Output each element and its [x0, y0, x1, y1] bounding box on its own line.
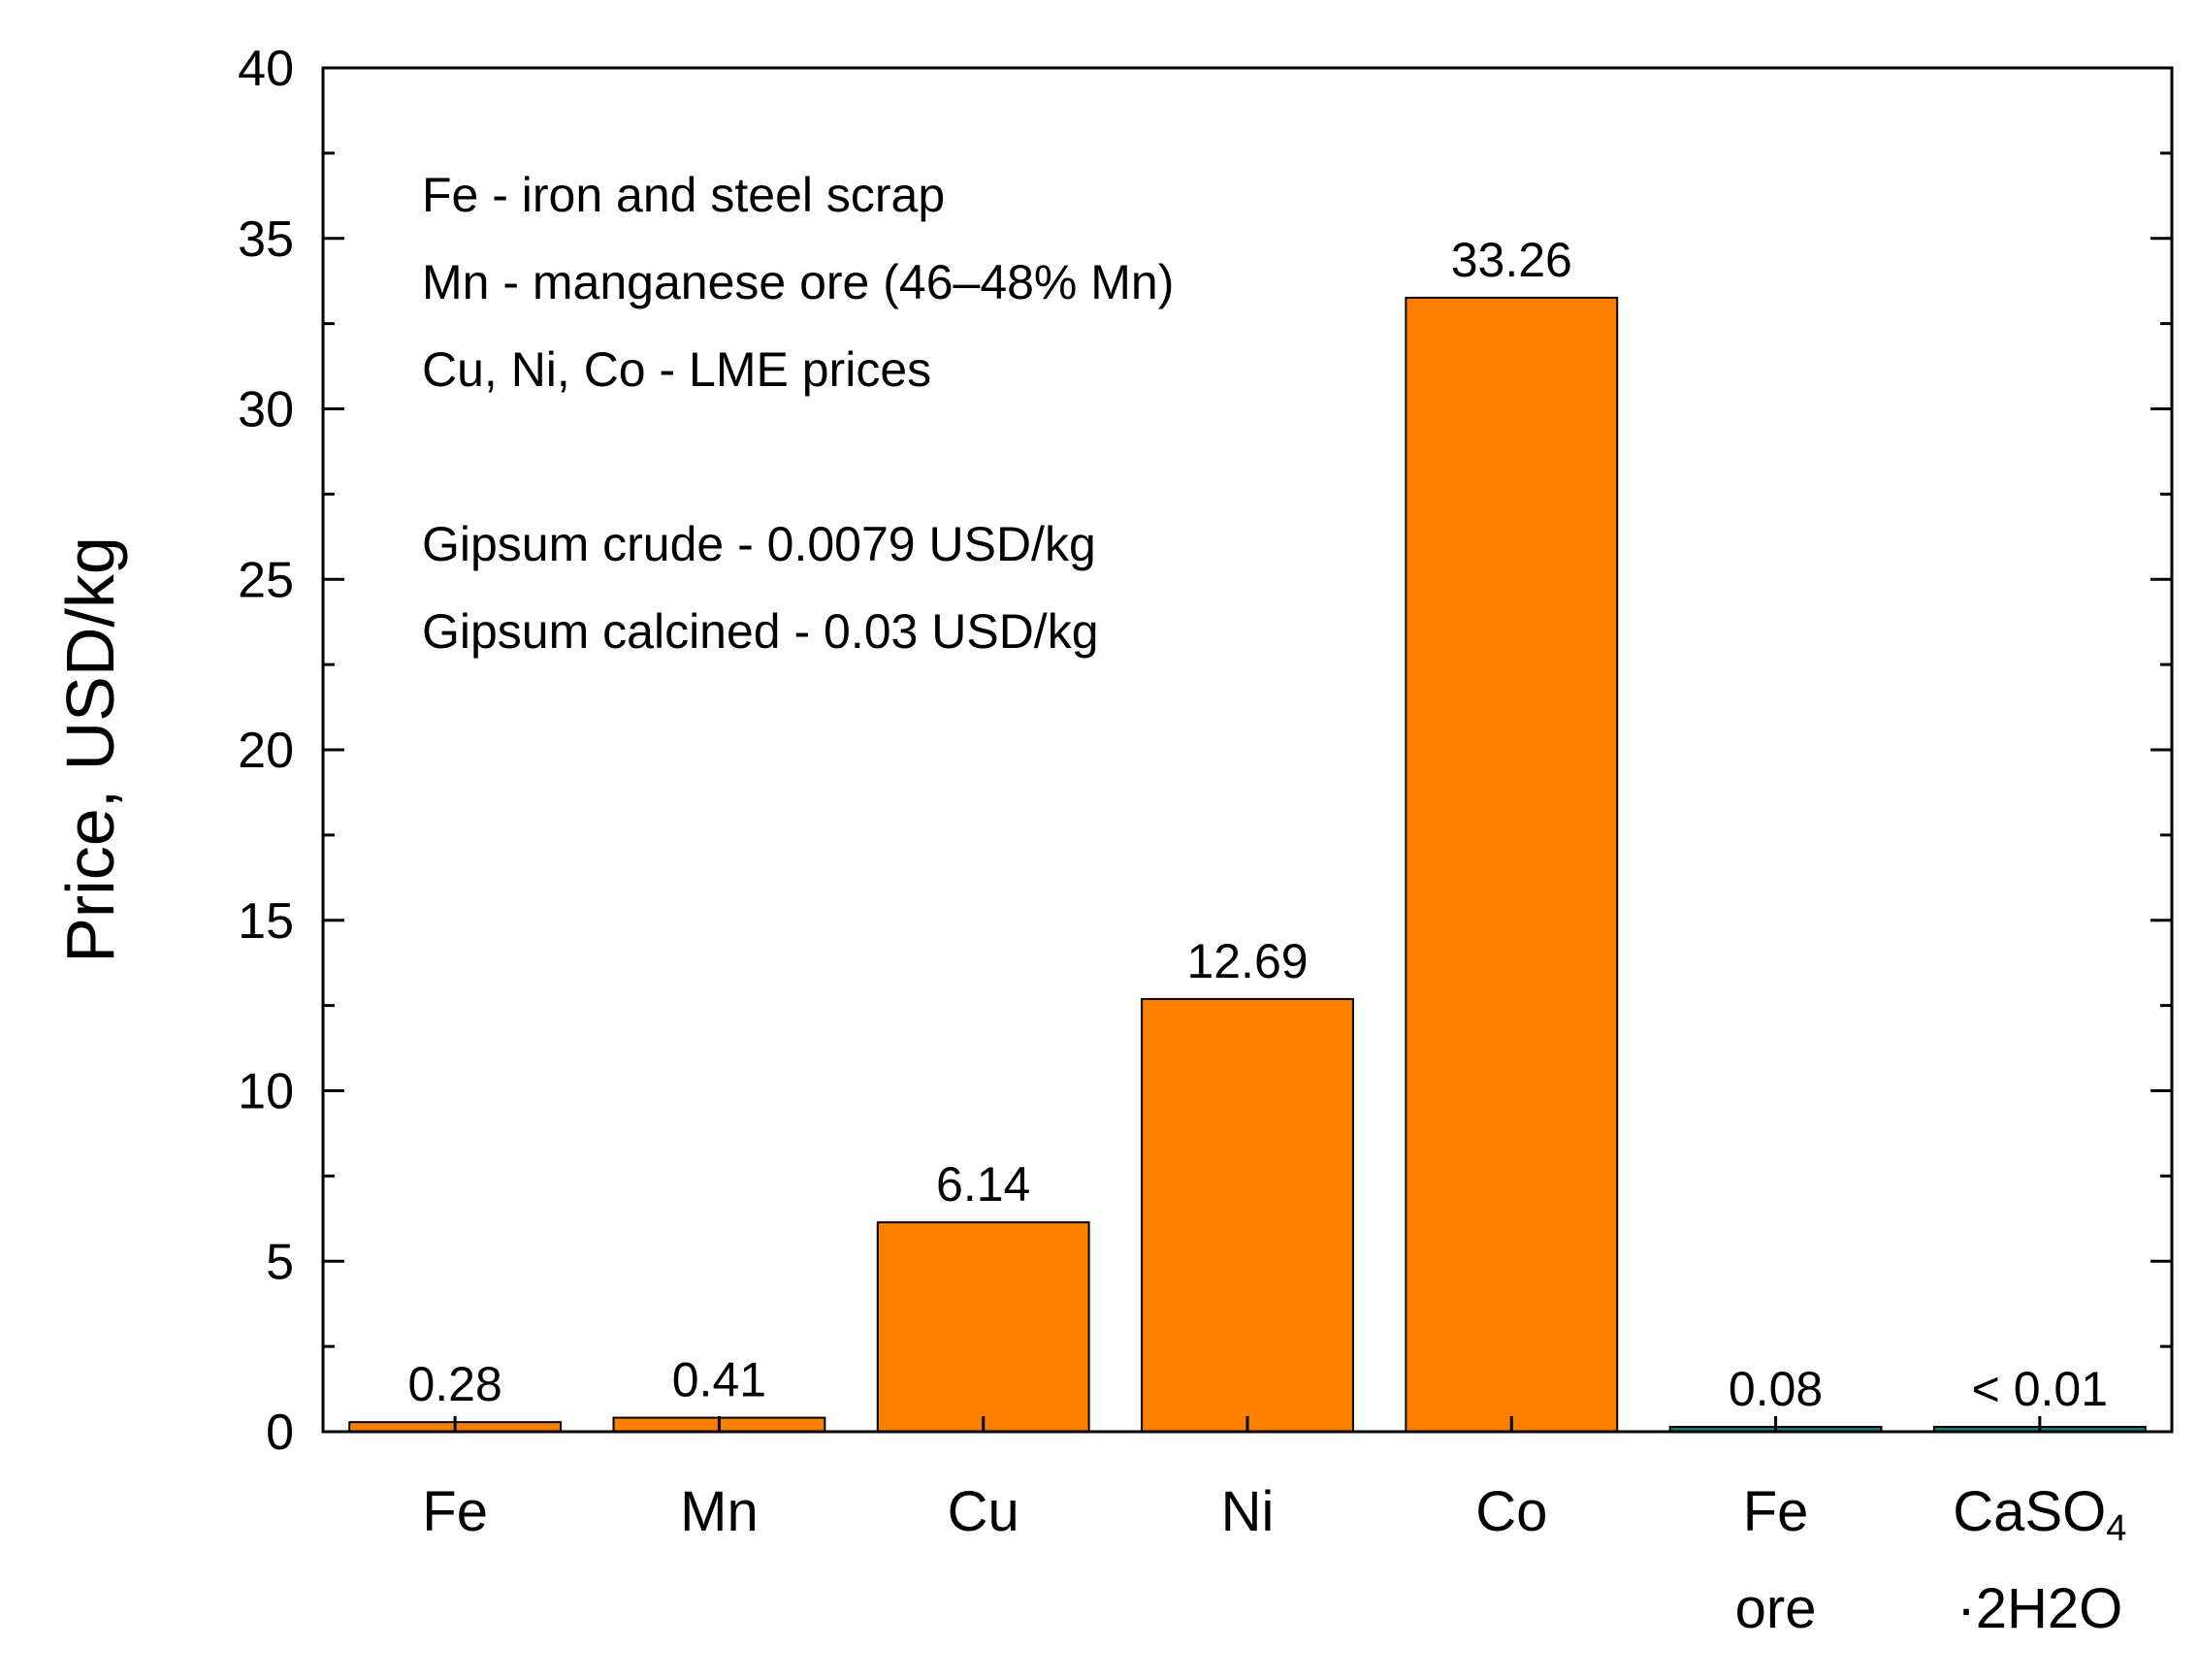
bar — [876, 1221, 1090, 1433]
y-tick-label: 10 — [238, 1064, 294, 1120]
annotation-block: Fe - iron and steel scrap Mn - manganese … — [422, 168, 1174, 659]
bars-group — [348, 296, 2147, 1434]
y-tick-label: 0 — [266, 1405, 294, 1461]
x-category-label: ·2H2O — [1956, 1577, 2122, 1640]
bar-value-label: < 0.01 — [1972, 1362, 2108, 1416]
y-tick-label: 25 — [238, 552, 294, 608]
x-category-label: CaSO4 — [1953, 1480, 2126, 1549]
y-tick-label: 30 — [238, 382, 294, 438]
x-category-label: Mn — [680, 1480, 759, 1543]
x-category-label: Co — [1475, 1480, 1547, 1543]
bar-value-labels: 0.28 0.41 6.14 12.69 33.26 0.08 < 0.01 — [407, 233, 2108, 1416]
bar — [1405, 296, 1619, 1433]
y-tick-label: 35 — [238, 211, 294, 268]
bar-value-label: 33.26 — [1451, 233, 1572, 287]
x-category-label: Ni — [1221, 1480, 1275, 1543]
annotation-line: Cu, Ni, Co - LME prices — [422, 342, 931, 397]
x-category-label: Cu — [948, 1480, 1019, 1543]
annotation-line: Mn - manganese ore (46–48% Mn) — [422, 255, 1174, 309]
y-axis-title: Price, USD/kg — [52, 536, 128, 963]
y-axis-ticks: 0 5 10 15 20 25 30 35 40 — [238, 41, 2172, 1461]
bar-value-label: 0.41 — [672, 1353, 766, 1407]
annotation-line: Gipsum crude - 0.0079 USD/kg — [422, 517, 1096, 571]
annotation-line: Fe - iron and steel scrap — [422, 168, 945, 222]
bar-value-label: 0.08 — [1729, 1362, 1823, 1416]
bar-value-label: 0.28 — [407, 1357, 501, 1411]
y-tick-label: 40 — [238, 41, 294, 97]
x-axis-categories: Fe Mn Cu Ni Co Fe ore CaSO4 ·2H2O — [422, 1416, 2126, 1640]
y-tick-label: 5 — [266, 1234, 294, 1290]
bar-value-label: 12.69 — [1186, 934, 1308, 988]
x-category-label: Fe — [422, 1480, 488, 1543]
y-tick-label: 15 — [238, 893, 294, 950]
annotation-line: Gipsum calcined - 0.03 USD/kg — [422, 604, 1099, 659]
y-tick-label: 20 — [238, 723, 294, 779]
bar-value-label: 6.14 — [936, 1157, 1030, 1212]
bar — [1141, 997, 1354, 1434]
x-category-label: Fe — [1743, 1480, 1809, 1543]
x-category-label: ore — [1735, 1577, 1817, 1640]
